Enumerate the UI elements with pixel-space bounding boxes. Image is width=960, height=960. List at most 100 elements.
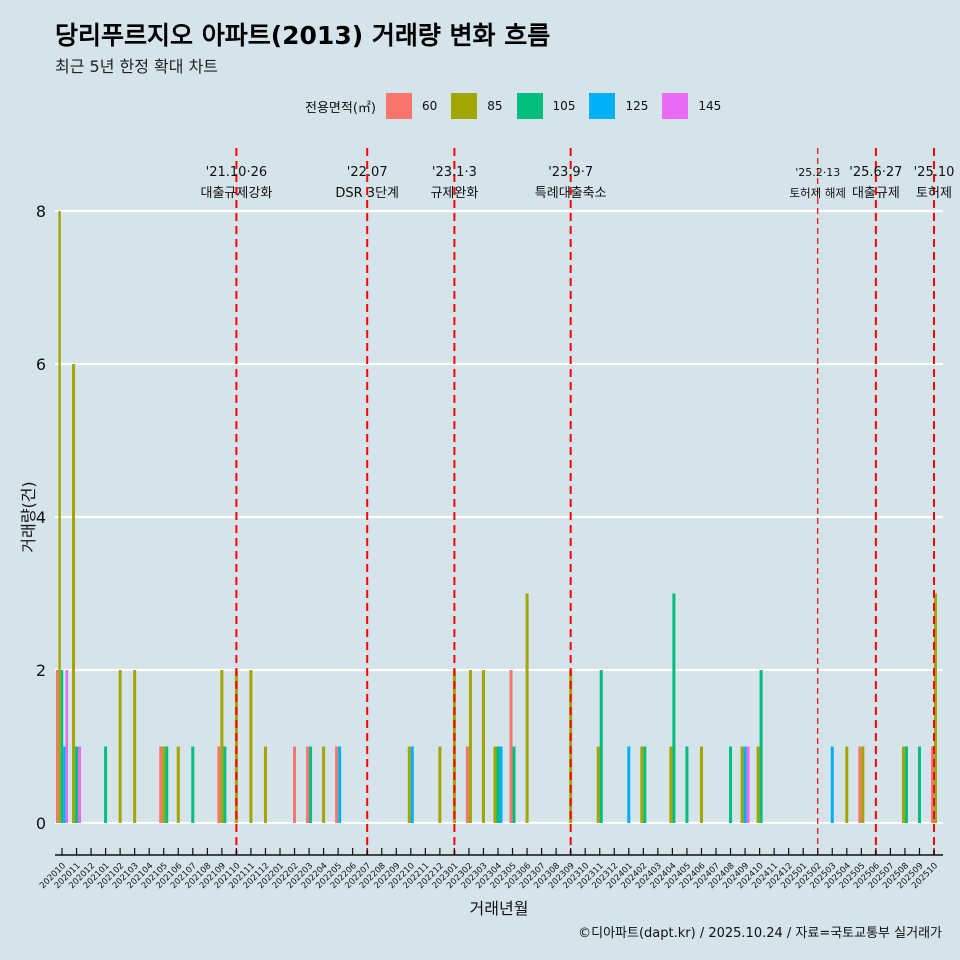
event-date: '22.07 — [347, 165, 388, 180]
bar-202105-60 — [159, 746, 163, 823]
y-axis-title: 거래량(건) — [19, 481, 38, 552]
legend-swatch-145 — [662, 93, 689, 119]
bar-202111-85 — [249, 670, 253, 823]
bar-202109-85 — [220, 670, 224, 823]
bar-202311-85 — [596, 746, 600, 823]
bar-202306-85 — [525, 593, 529, 823]
event-date: '25.2·13 — [795, 166, 840, 179]
legend-title: 전용면적(㎡) — [305, 100, 376, 116]
bar-202112-85 — [263, 746, 267, 823]
bar-202205-60 — [335, 746, 339, 823]
y-tick-label: 6 — [36, 355, 46, 374]
bar-202109-60 — [217, 746, 221, 823]
y-tick-label: 4 — [36, 508, 46, 527]
bar-202404-85 — [669, 746, 673, 823]
bar-202402-105 — [643, 746, 647, 823]
bar-202510-60 — [931, 746, 934, 823]
bar-202106-85 — [176, 746, 180, 823]
bar-202210-85 — [407, 746, 411, 823]
bar-202508-105 — [904, 746, 908, 823]
bar-202010-60 — [56, 670, 59, 823]
caption: ©디아파트(dapt.kr) / 2025.10.24 / 자료=국토교통부 실… — [578, 926, 942, 941]
event-label: 특례대출축소 — [535, 186, 607, 201]
event-label: 대출규제강화 — [201, 186, 273, 201]
event-date: '23.1·3 — [432, 165, 477, 180]
event-date: '21.10·26 — [206, 165, 267, 180]
bar-202311-105 — [599, 670, 603, 823]
bar-202402-85 — [640, 746, 644, 823]
bar-202102-85 — [118, 670, 122, 823]
event-label: DSR 3단계 — [335, 186, 399, 201]
bar-202203-60 — [306, 746, 310, 823]
legend-label: 105 — [552, 99, 576, 113]
bar-202205-125 — [338, 746, 342, 823]
bar-202010-105 — [60, 670, 64, 823]
bar-202401-125 — [627, 746, 631, 823]
bar-202409-125 — [743, 746, 747, 823]
legend-label: 60 — [421, 99, 438, 113]
bar-202302-85 — [468, 670, 472, 823]
bar-202010-125 — [63, 746, 66, 823]
bar-202010-85 — [58, 211, 61, 823]
x-axis-title: 거래년월 — [470, 899, 529, 918]
event-date: '25.6·27 — [849, 165, 902, 180]
bar-202010-145 — [65, 670, 68, 823]
bar-202509-105 — [917, 746, 921, 823]
event-date: '25.10 — [914, 165, 955, 180]
bar-202011-145 — [78, 746, 82, 823]
bar-202305-105 — [512, 746, 516, 823]
event-label: 토허제 해제 — [789, 186, 846, 200]
legend-swatch-105 — [516, 93, 543, 119]
event-label: 규제완화 — [430, 186, 478, 201]
bar-202105-85 — [162, 746, 166, 823]
bar-202303-85 — [481, 670, 485, 823]
bar-202101-105 — [104, 746, 108, 823]
bar-202304-125 — [499, 746, 503, 823]
bar-202212-85 — [438, 746, 442, 823]
legend-swatch-125 — [589, 93, 616, 119]
legend-label: 125 — [625, 99, 649, 113]
bar-202404-105 — [672, 593, 676, 823]
bar-202408-105 — [729, 746, 733, 823]
y-tick-label: 2 — [36, 661, 46, 680]
bar-202103-85 — [133, 670, 137, 823]
legend-label: 145 — [698, 99, 722, 113]
bar-202302-60 — [465, 746, 469, 823]
bar-202410-105 — [759, 670, 763, 823]
bar-202203-105 — [309, 746, 313, 823]
chart-title: 당리푸르지오 아파트(2013) 거래량 변화 흐름 — [55, 21, 551, 50]
bar-202304-105 — [496, 746, 500, 823]
legend-swatch-85 — [451, 93, 478, 119]
bar-202109-105 — [223, 746, 227, 823]
bar-202505-60 — [858, 746, 862, 823]
bar-202409-85 — [740, 746, 744, 823]
bar-202107-105 — [191, 746, 195, 823]
chart-subtitle: 최근 5년 한정 확대 차트 — [55, 57, 219, 76]
bar-202409-145 — [746, 746, 750, 823]
bar-202202-60 — [293, 746, 297, 823]
event-date: '23.9·7 — [548, 165, 593, 180]
bar-202505-85 — [861, 746, 865, 823]
bar-202304-85 — [493, 746, 497, 823]
bar-202204-85 — [322, 746, 326, 823]
bar-202406-85 — [699, 746, 703, 823]
legend-swatch-60 — [385, 93, 412, 119]
bar-202503-125 — [830, 746, 834, 823]
bar-202011-85 — [72, 364, 76, 823]
legend: 전용면적(㎡) 60 85 105 125 145 — [305, 93, 735, 119]
bar-202210-125 — [410, 746, 414, 823]
bar-202508-85 — [901, 746, 905, 823]
y-tick-label: 8 — [36, 202, 46, 221]
event-label: 대출규제 — [852, 186, 900, 201]
bar-202504-85 — [845, 746, 849, 823]
legend-label: 85 — [487, 99, 503, 113]
bar-202305-60 — [509, 670, 513, 823]
bar-202410-85 — [756, 746, 760, 823]
bar-202405-105 — [685, 746, 689, 823]
bar-202105-105 — [165, 746, 169, 823]
bar-202011-105 — [75, 746, 79, 823]
event-label: 토허제 — [916, 186, 952, 201]
bar-202510-85 — [934, 593, 937, 823]
